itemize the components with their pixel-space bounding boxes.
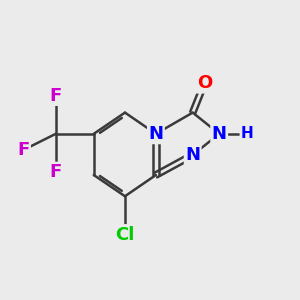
Text: F: F bbox=[50, 163, 62, 181]
Text: F: F bbox=[50, 86, 62, 104]
Text: N: N bbox=[212, 125, 227, 143]
Text: H: H bbox=[241, 126, 253, 141]
Text: Cl: Cl bbox=[115, 226, 135, 244]
Text: N: N bbox=[185, 146, 200, 164]
Text: N: N bbox=[148, 125, 164, 143]
Text: F: F bbox=[17, 141, 29, 159]
Text: O: O bbox=[197, 74, 212, 92]
